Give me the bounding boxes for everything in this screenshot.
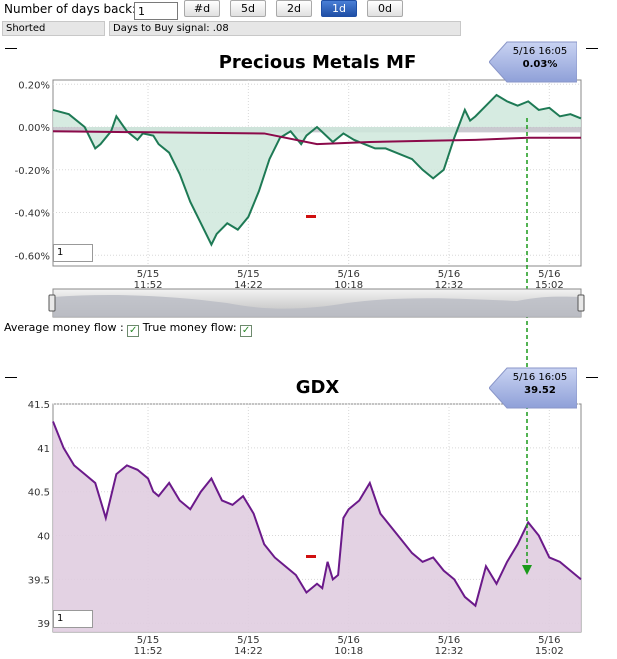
gdx-y-tick-label: 41.5 [28,400,50,411]
mf-y-tick-label: -0.40% [15,209,50,220]
gdx-price-line [52,421,582,608]
avg-flow-label: Average money flow : [4,321,124,334]
period-button-0d[interactable]: 0d [367,0,403,17]
gdx-x-tick-label: 15:02 [535,646,564,657]
period-button-2d[interactable]: 2d [276,0,312,17]
position-status: Shorted [2,21,105,36]
gdx-x-tick-label: 12:32 [435,646,464,657]
collapse-icon[interactable] [5,377,17,378]
mf-x-tick-label: 12:32 [435,280,464,291]
gdx-y-tick-label: 40.5 [28,488,50,499]
mf-y-tick-label: -0.60% [15,251,50,262]
gdx-x-tick-label: 5/15 [237,635,259,646]
period-button-5d[interactable]: 5d [230,0,266,17]
range-scroller[interactable] [47,285,587,321]
mf-x-tick-label: 5/15 [237,269,259,280]
mf-y-tick-label: -0.20% [15,166,50,177]
true-flow-checkbox[interactable]: ✓ [240,325,253,337]
gdx-y-tick-label: 39 [37,619,50,630]
tooltip-value: 0.03% [522,59,558,70]
tooltip-arrow-icon [489,41,577,83]
signal-status: Days to Buy signal: .08 [109,21,461,36]
gdx-x-tick-label: 14:22 [234,646,263,657]
true-flow-label: True money flow: [142,321,237,334]
mf-x-tick-label: 5/16 [337,269,359,280]
mf-average-flow-line [52,130,581,146]
mf-y-tick-label: 0.20% [18,80,50,91]
collapse-icon[interactable] [586,377,598,378]
mf-x-tick-label: 15:02 [535,280,564,291]
mf-y-tick-label: 0.00% [18,123,50,134]
collapse-icon[interactable] [5,48,17,49]
tooltip-time: 5/16 16:05 [512,372,568,383]
gdx-x-tick-label: 10:18 [334,646,363,657]
crosshair-arrow-icon [522,565,532,575]
mf-true-flow-line [52,93,582,247]
mf-zero-band [53,127,581,133]
gdx-y-tick-label: 41 [37,444,50,455]
days-back-label: Number of days back: [4,2,137,16]
mf-x-tick-label: 10:18 [334,280,363,291]
gdx-x-tick-label: 5/16 [538,635,560,646]
gdx-tooltip: 5/16 16:05 39.52 [489,366,577,410]
mf-x-tick-label: 11:52 [134,280,163,291]
scroller-left-handle[interactable] [48,294,56,312]
gdx-x-tick-label: 5/16 [438,635,460,646]
mf-chart-title: Precious Metals MF [218,52,417,73]
gdx-chart-input[interactable]: 1 [53,610,93,628]
mf-tooltip: 5/16 16:05 0.03% [489,40,577,84]
gdx-y-tick-label: 39.5 [28,575,50,586]
scroller-right-handle[interactable] [577,294,585,312]
gdx-x-tick-label: 11:52 [134,646,163,657]
gdx-x-tick-label: 5/15 [137,635,159,646]
mf-x-tick-label: 14:22 [234,280,263,291]
period-button-1d[interactable]: 1d [321,0,357,17]
gdx-x-tick-label: 5/16 [337,635,359,646]
tooltip-time: 5/16 16:05 [512,46,568,57]
gdx-area-fill [53,421,581,632]
mf-x-tick-label: 5/16 [538,269,560,280]
mf-signal-marker [306,215,316,218]
days-back-input[interactable] [134,2,178,20]
tooltip-arrow-icon [489,367,577,409]
tooltip-value: 39.52 [524,385,556,396]
period-button-custom[interactable]: #d [184,0,220,17]
gdx-chart-title: GDX [295,377,340,398]
gdx-y-tick-label: 40 [37,532,50,543]
mf-x-tick-label: 5/16 [438,269,460,280]
gdx-signal-marker [306,555,316,558]
mf-x-tick-label: 5/15 [137,269,159,280]
legend-row: Average money flow : ✓ True money flow: … [4,321,253,337]
avg-flow-checkbox[interactable]: ✓ [127,325,140,337]
collapse-icon[interactable] [586,48,598,49]
mf-chart-input[interactable]: 1 [53,244,93,262]
